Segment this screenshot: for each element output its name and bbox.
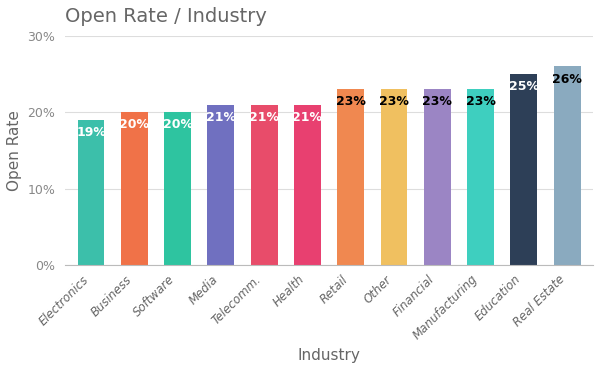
Text: 23%: 23% bbox=[422, 95, 452, 108]
Text: 21%: 21% bbox=[249, 111, 279, 124]
Text: 26%: 26% bbox=[552, 73, 582, 85]
Bar bbox=[424, 89, 451, 265]
Text: 23%: 23% bbox=[379, 95, 409, 108]
Text: 20%: 20% bbox=[163, 118, 193, 131]
Bar bbox=[294, 105, 321, 265]
Text: 19%: 19% bbox=[76, 126, 106, 139]
Text: 25%: 25% bbox=[509, 80, 539, 93]
Bar bbox=[251, 105, 278, 265]
Text: 21%: 21% bbox=[206, 111, 236, 124]
Bar bbox=[467, 89, 494, 265]
X-axis label: Industry: Industry bbox=[298, 348, 361, 363]
Text: Open Rate / Industry: Open Rate / Industry bbox=[65, 7, 267, 26]
Bar bbox=[208, 105, 235, 265]
Bar bbox=[511, 74, 537, 265]
Bar bbox=[554, 67, 581, 265]
Text: 23%: 23% bbox=[466, 95, 496, 108]
Bar bbox=[380, 89, 407, 265]
Text: 20%: 20% bbox=[119, 118, 149, 131]
Text: 23%: 23% bbox=[336, 95, 365, 108]
Bar bbox=[337, 89, 364, 265]
Y-axis label: Open Rate: Open Rate bbox=[7, 110, 22, 191]
Text: 21%: 21% bbox=[292, 111, 322, 124]
Bar bbox=[164, 112, 191, 265]
Bar bbox=[121, 112, 148, 265]
Bar bbox=[77, 120, 104, 265]
